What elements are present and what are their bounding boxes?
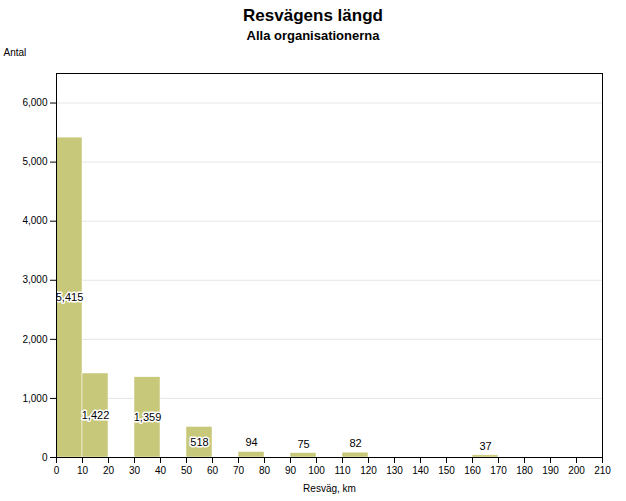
- svg-text:1,359: 1,359: [134, 411, 162, 423]
- svg-text:90: 90: [285, 465, 297, 476]
- svg-text:210: 210: [594, 465, 611, 476]
- svg-text:0: 0: [42, 452, 48, 463]
- svg-text:4,000: 4,000: [22, 215, 47, 226]
- svg-text:170: 170: [490, 465, 507, 476]
- svg-text:40: 40: [155, 465, 167, 476]
- svg-text:2,000: 2,000: [22, 334, 47, 345]
- svg-text:110: 110: [335, 465, 351, 476]
- svg-text:20: 20: [103, 465, 115, 476]
- svg-text:80: 80: [259, 465, 271, 476]
- svg-text:518: 518: [190, 436, 208, 448]
- svg-text:30: 30: [129, 465, 141, 476]
- svg-text:5,415: 5,415: [56, 291, 84, 303]
- svg-text:100: 100: [308, 465, 325, 476]
- svg-text:1,000: 1,000: [22, 393, 47, 404]
- svg-text:120: 120: [360, 465, 377, 476]
- svg-text:130: 130: [386, 465, 403, 476]
- svg-text:94: 94: [245, 436, 257, 448]
- svg-text:37: 37: [479, 440, 491, 452]
- svg-text:60: 60: [207, 465, 219, 476]
- svg-text:Resväg, km: Resväg, km: [303, 483, 356, 494]
- svg-text:82: 82: [349, 437, 361, 449]
- svg-text:200: 200: [568, 465, 585, 476]
- html-text:Resvägens längd: Resvägens längd: [243, 6, 383, 25]
- svg-text:Antal: Antal: [4, 47, 27, 58]
- svg-text:6,000: 6,000: [22, 97, 47, 108]
- html-text:Alla organisationerna: Alla organisationerna: [246, 28, 380, 43]
- svg-text:180: 180: [516, 465, 533, 476]
- svg-text:5,000: 5,000: [22, 156, 47, 167]
- svg-text:190: 190: [542, 465, 559, 476]
- svg-text:10: 10: [77, 465, 89, 476]
- svg-text:75: 75: [297, 438, 309, 450]
- svg-text:150: 150: [438, 465, 455, 476]
- svg-text:1,422: 1,422: [82, 409, 110, 421]
- svg-text:0: 0: [54, 465, 60, 476]
- svg-text:50: 50: [181, 465, 193, 476]
- svg-text:160: 160: [464, 465, 481, 476]
- svg-text:3,000: 3,000: [22, 274, 47, 285]
- svg-text:140: 140: [412, 465, 429, 476]
- svg-text:70: 70: [233, 465, 245, 476]
